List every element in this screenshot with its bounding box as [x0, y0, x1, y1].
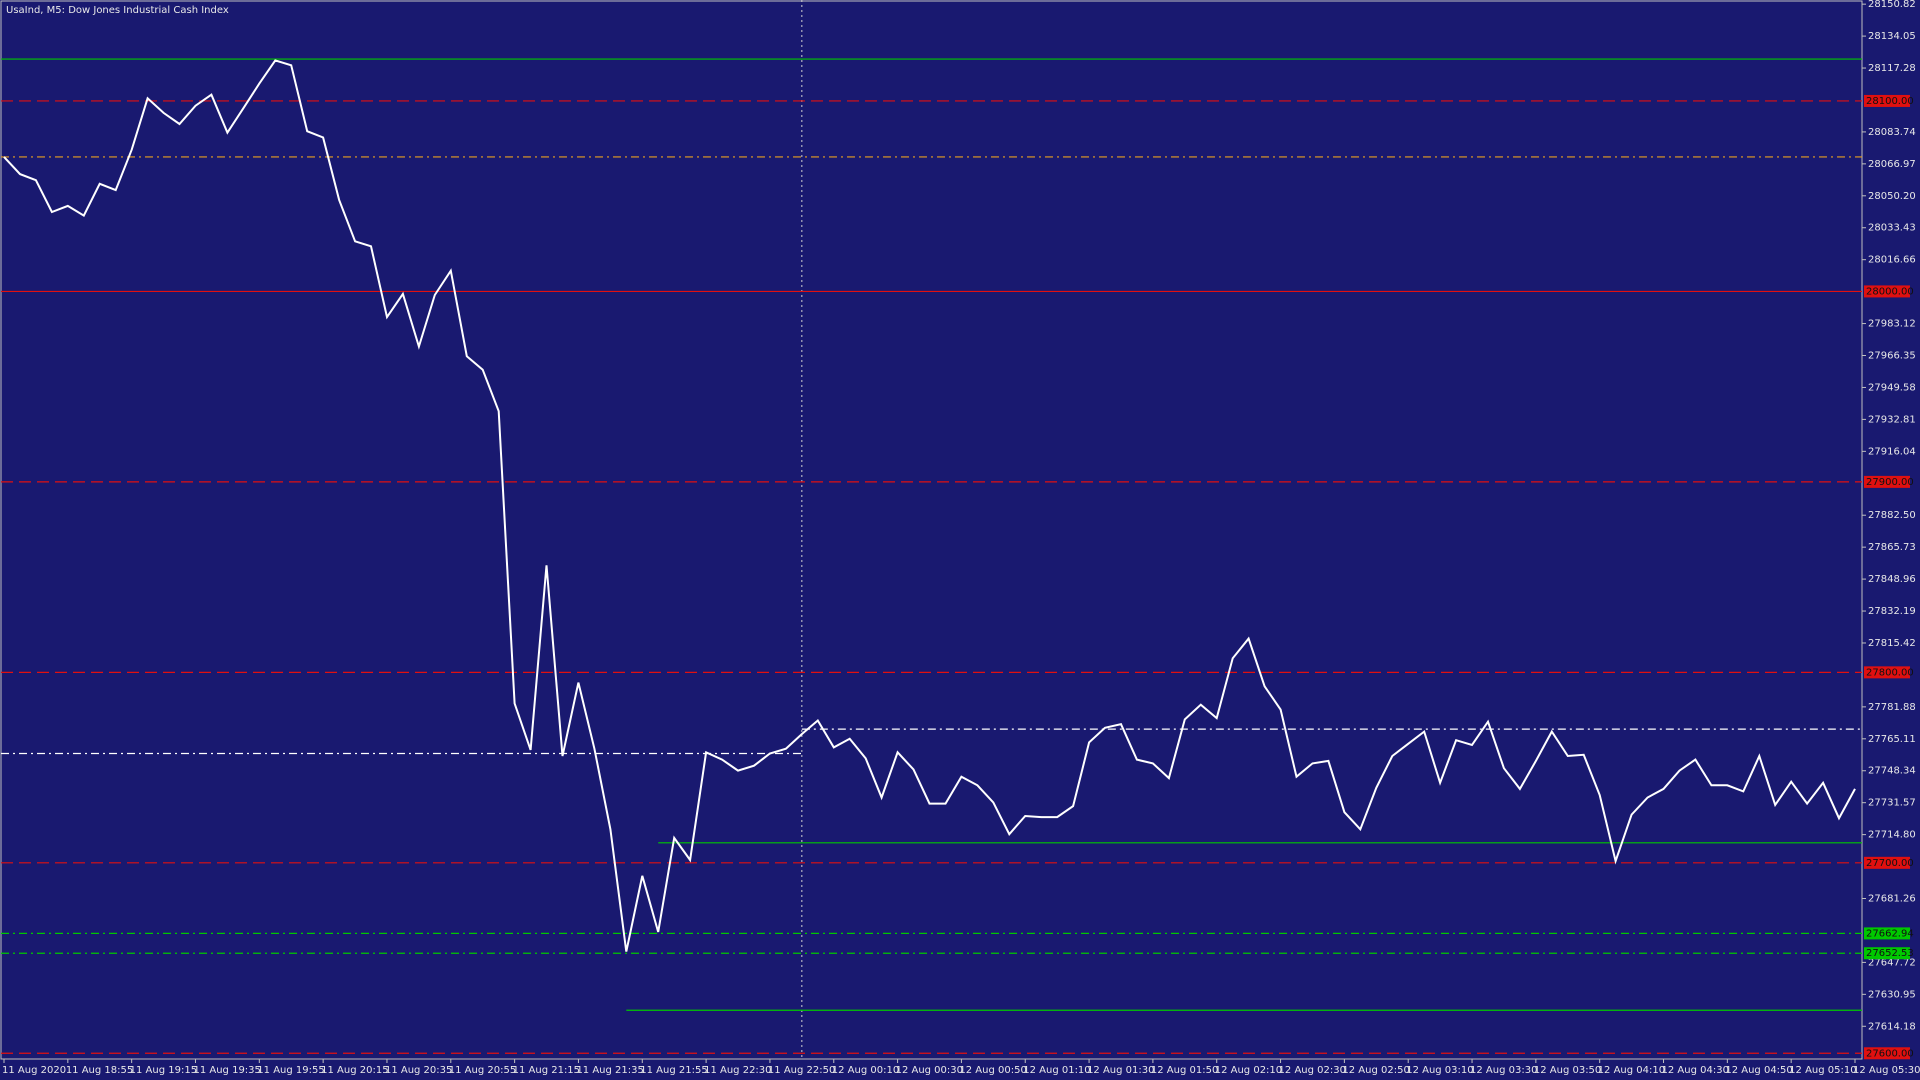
y-tick-label: 27832.19	[1868, 606, 1916, 617]
y-tick-label: 27781.88	[1868, 702, 1916, 713]
level-label-bg	[1864, 475, 1910, 488]
level-label: 27900.00	[1866, 477, 1914, 488]
level-label-bg	[1864, 856, 1910, 869]
x-tick-label: 11 Aug 2020	[2, 1065, 66, 1076]
y-tick-label: 28117.28	[1868, 63, 1916, 74]
x-tick-label: 12 Aug 00:50	[959, 1065, 1026, 1076]
y-tick-label: 27916.04	[1868, 446, 1916, 457]
y-tick-label: 27966.35	[1868, 351, 1916, 362]
x-tick-label: 12 Aug 04:10	[1598, 1065, 1665, 1076]
y-tick-label: 27731.57	[1868, 798, 1916, 809]
y-tick-label: 27630.95	[1868, 989, 1916, 1000]
y-tick-label: 28066.97	[1868, 159, 1916, 170]
x-tick-label: 12 Aug 01:30	[1087, 1065, 1154, 1076]
plot-frame	[0, 0, 1863, 1060]
y-tick-label: 27848.96	[1868, 574, 1916, 585]
y-tick-label: 28134.05	[1868, 31, 1916, 42]
x-tick-label: 12 Aug 01:50	[1151, 1065, 1218, 1076]
x-tick-label: 11 Aug 19:35	[193, 1065, 260, 1076]
x-tick-label: 12 Aug 05:10	[1789, 1065, 1856, 1076]
level-label-bg	[1864, 1047, 1910, 1060]
y-tick-label: 28033.43	[1868, 223, 1916, 234]
y-tick-label: 27647.72	[1868, 957, 1916, 968]
level-label: 27662.94	[1866, 928, 1914, 939]
x-tick-label: 12 Aug 00:10	[832, 1065, 899, 1076]
level-label: 27652.53	[1866, 948, 1914, 959]
y-tick-label: 27983.12	[1868, 319, 1916, 330]
y-tick-label: 27748.34	[1868, 766, 1916, 777]
y-tick-label: 27681.26	[1868, 894, 1916, 905]
y-tick-label: 28050.20	[1868, 191, 1916, 202]
level-label-bg	[1864, 947, 1910, 960]
x-tick-label: 12 Aug 02:50	[1342, 1065, 1409, 1076]
x-tick-label: 11 Aug 20:55	[449, 1065, 516, 1076]
level-label-bg	[1864, 927, 1910, 940]
x-tick-label: 11 Aug 21:35	[576, 1065, 643, 1076]
level-label-bg	[1864, 666, 1910, 679]
x-tick-label: 11 Aug 20:35	[385, 1065, 452, 1076]
x-tick-label: 12 Aug 00:30	[896, 1065, 963, 1076]
chart-title: UsaInd, M5: Dow Jones Industrial Cash In…	[6, 5, 229, 16]
x-tick-label: 12 Aug 02:10	[1215, 1065, 1282, 1076]
level-label: 28100.00	[1866, 96, 1914, 107]
x-tick-label: 12 Aug 03:50	[1534, 1065, 1601, 1076]
x-tick-label: 11 Aug 18:55	[66, 1065, 133, 1076]
y-tick-label: 27765.11	[1868, 734, 1916, 745]
level-label: 27700.00	[1866, 858, 1914, 869]
price-line	[3, 59, 1856, 952]
y-tick-label: 27865.73	[1868, 542, 1916, 553]
x-tick-label: 12 Aug 03:10	[1406, 1065, 1473, 1076]
y-tick-label: 28083.74	[1868, 127, 1916, 138]
y-tick-label: 27949.58	[1868, 382, 1916, 393]
y-tick-label: 27614.18	[1868, 1021, 1916, 1032]
x-tick-label: 11 Aug 21:55	[640, 1065, 707, 1076]
y-tick-label: 28016.66	[1868, 255, 1916, 266]
y-tick-label: 27932.81	[1868, 414, 1916, 425]
x-tick-label: 12 Aug 04:50	[1725, 1065, 1792, 1076]
y-tick-label: 27815.42	[1868, 638, 1916, 649]
x-tick-label: 12 Aug 02:30	[1279, 1065, 1346, 1076]
x-tick-label: 11 Aug 19:55	[257, 1065, 324, 1076]
x-tick-label: 11 Aug 20:15	[321, 1065, 388, 1076]
y-tick-label: 27714.80	[1868, 830, 1916, 841]
y-tick-label: 27882.50	[1868, 510, 1916, 521]
level-label: 27800.00	[1866, 667, 1914, 678]
x-tick-label: 12 Aug 04:30	[1662, 1065, 1729, 1076]
x-tick-label: 11 Aug 19:15	[130, 1065, 197, 1076]
x-tick-label: 11 Aug 22:30	[704, 1065, 771, 1076]
level-label-bg	[1864, 94, 1910, 107]
x-tick-label: 12 Aug 01:10	[1023, 1065, 1090, 1076]
x-tick-label: 11 Aug 22:50	[768, 1065, 835, 1076]
x-tick-label: 11 Aug 21:15	[513, 1065, 580, 1076]
level-label: 28000.00	[1866, 286, 1914, 297]
y-tick-label: 28150.82	[1868, 0, 1916, 10]
level-label: 27600.00	[1866, 1048, 1914, 1059]
x-tick-label: 12 Aug 03:30	[1470, 1065, 1537, 1076]
x-tick-label: 12 Aug 05:30	[1853, 1065, 1920, 1076]
level-label-bg	[1864, 285, 1910, 298]
